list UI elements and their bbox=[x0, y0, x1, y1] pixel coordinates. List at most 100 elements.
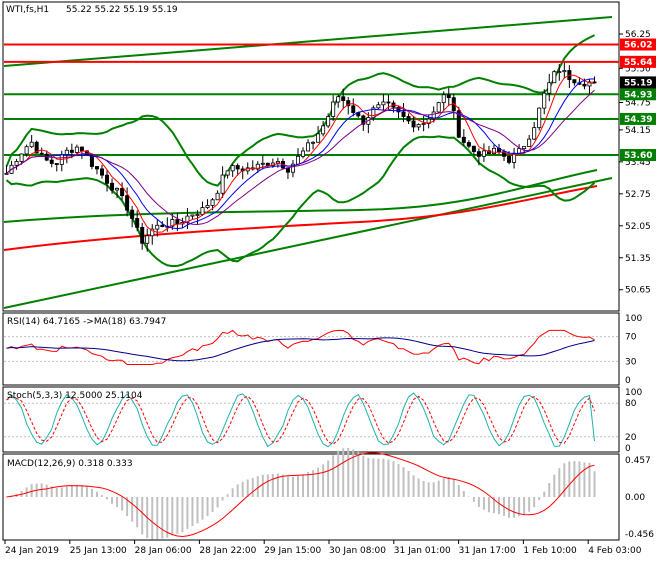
stoch-tick-label: 80 bbox=[625, 399, 637, 409]
candle-body bbox=[99, 168, 104, 176]
candle-body bbox=[406, 116, 411, 122]
candle-body bbox=[255, 163, 260, 170]
candle-body bbox=[311, 141, 316, 144]
candle-body bbox=[512, 152, 517, 163]
candle-body bbox=[476, 151, 481, 157]
candle-body bbox=[285, 167, 290, 173]
candle-body bbox=[361, 115, 366, 125]
candle-body bbox=[441, 94, 446, 104]
rsi-tick-label: 0 bbox=[625, 376, 631, 386]
candle-body bbox=[4, 172, 9, 175]
macd-label: MACD(12,26,9) 0.318 0.333 bbox=[7, 459, 133, 469]
candle-body bbox=[331, 101, 336, 117]
candle-body bbox=[19, 153, 24, 162]
candle-body bbox=[110, 182, 115, 191]
level-label: 55.64 bbox=[624, 58, 652, 68]
macd-tick-label: -0.456 bbox=[625, 530, 654, 540]
candle-body bbox=[170, 219, 175, 227]
level-badge bbox=[620, 149, 656, 162]
stoch-tick-label: 0 bbox=[625, 444, 631, 454]
level-label: 53.60 bbox=[624, 151, 652, 161]
candle-body bbox=[125, 195, 130, 211]
time-tick-label: 25 Jan 13:00 bbox=[70, 546, 127, 556]
time-tick-label: 31 Jan 01:00 bbox=[394, 546, 451, 556]
macd-panel[interactable] bbox=[2, 453, 620, 541]
main-panel[interactable] bbox=[2, 1, 620, 312]
candle-body bbox=[54, 163, 59, 165]
candle-body bbox=[301, 150, 306, 157]
price-tick-label: 55.50 bbox=[625, 64, 651, 74]
candle-body bbox=[426, 118, 431, 124]
candle-body bbox=[376, 104, 381, 109]
time-tick-label: 30 Jan 08:00 bbox=[329, 546, 386, 556]
candle-body bbox=[39, 152, 44, 155]
candle-body bbox=[120, 188, 125, 197]
stoch-panel[interactable] bbox=[2, 386, 620, 453]
candle-body bbox=[150, 228, 155, 237]
candle-body bbox=[24, 146, 29, 155]
candle-body bbox=[466, 142, 471, 147]
rsi-tick-label: 70 bbox=[625, 333, 637, 343]
candle-body bbox=[572, 79, 577, 84]
candle-body bbox=[446, 94, 451, 99]
time-tick-label: 24 Jan 2019 bbox=[5, 546, 59, 556]
candle-body bbox=[507, 155, 512, 163]
candle-body bbox=[175, 219, 180, 225]
candle-body bbox=[481, 150, 486, 157]
candle-body bbox=[155, 224, 160, 230]
level-badge bbox=[620, 112, 656, 125]
rsi-tick-label: 30 bbox=[625, 357, 637, 367]
sma200-line bbox=[3, 185, 598, 251]
bollinger-lower-band bbox=[5, 135, 596, 268]
candle-body bbox=[14, 161, 19, 166]
candle-body bbox=[431, 111, 436, 120]
candle-body bbox=[552, 71, 557, 84]
candle-body bbox=[190, 214, 195, 217]
candle-body bbox=[290, 163, 295, 173]
candle-body bbox=[547, 82, 552, 94]
candle-body bbox=[582, 83, 587, 87]
candle-body bbox=[316, 133, 321, 143]
candle-body bbox=[94, 166, 99, 170]
candle-body bbox=[140, 226, 145, 244]
candle-body bbox=[135, 218, 140, 228]
candle-body bbox=[210, 199, 215, 206]
candle-body bbox=[220, 174, 225, 194]
candle-body bbox=[225, 170, 230, 176]
candle-body bbox=[105, 174, 110, 184]
price-tick-label: 51.35 bbox=[625, 254, 651, 264]
candle-body bbox=[421, 123, 426, 125]
candle-body bbox=[562, 70, 567, 73]
macd-signal-line bbox=[6, 452, 595, 538]
ema-slow-line bbox=[6, 89, 595, 226]
candle-body bbox=[275, 160, 280, 164]
candle-body bbox=[160, 224, 165, 228]
level-label: 54.93 bbox=[624, 90, 652, 100]
candle-body bbox=[200, 207, 205, 215]
candle-body bbox=[416, 124, 421, 128]
rsi-panel[interactable] bbox=[2, 312, 620, 386]
time-tick-label: 28 Jan 06:00 bbox=[135, 546, 192, 556]
candle-body bbox=[260, 162, 265, 165]
candle-body bbox=[587, 81, 592, 87]
candle-body bbox=[130, 209, 135, 219]
price-tick-label: 52.75 bbox=[625, 190, 651, 200]
candle-body bbox=[79, 146, 84, 152]
current-price-badge bbox=[620, 76, 656, 89]
candle-body bbox=[471, 145, 476, 153]
candle-body bbox=[306, 142, 311, 152]
candle-body bbox=[346, 100, 351, 107]
rsi-label: RSI(14) 64.7165 ->MA(18) 63.7947 bbox=[7, 317, 166, 327]
candle-body bbox=[532, 127, 537, 140]
level-badge bbox=[620, 88, 656, 101]
candle-body bbox=[235, 165, 240, 170]
candle-body bbox=[69, 149, 74, 153]
price-tick-label: 50.65 bbox=[625, 286, 651, 296]
price-tick-label: 52.05 bbox=[625, 222, 651, 232]
candle-body bbox=[396, 106, 401, 113]
level-badge bbox=[620, 38, 656, 51]
candle-body bbox=[491, 147, 496, 155]
candle-body bbox=[205, 205, 210, 208]
candle-body bbox=[74, 146, 79, 153]
